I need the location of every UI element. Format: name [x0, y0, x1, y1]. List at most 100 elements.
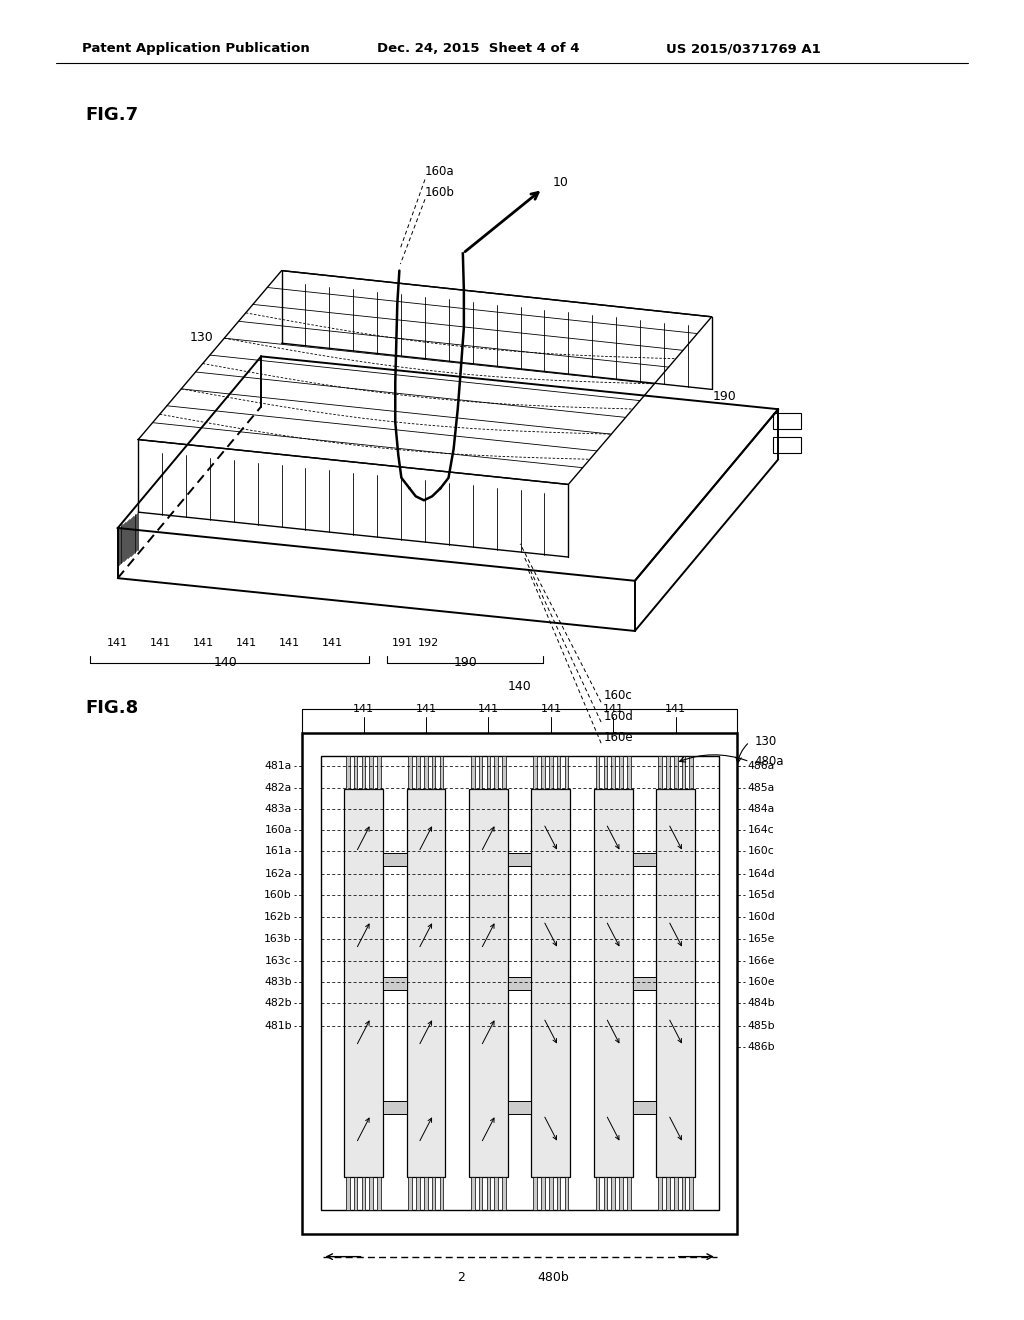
Text: 164c: 164c — [748, 825, 774, 836]
Text: 141: 141 — [108, 638, 128, 648]
Bar — [361, 1177, 366, 1210]
Bar — [557, 756, 560, 789]
Text: 141: 141 — [666, 704, 686, 714]
Bar — [549, 1177, 553, 1210]
Text: 160d: 160d — [748, 912, 775, 923]
Text: 482a: 482a — [264, 783, 292, 793]
Bar — [596, 1177, 599, 1210]
Bar — [534, 1177, 537, 1210]
Bar — [416, 1177, 420, 1210]
Bar — [627, 1177, 631, 1210]
Text: 192: 192 — [418, 638, 439, 648]
Bar — [471, 1177, 474, 1210]
Bar — [439, 756, 443, 789]
Text: 483a: 483a — [264, 804, 292, 814]
Text: 190: 190 — [454, 656, 478, 669]
Bar — [682, 756, 685, 789]
Bar — [674, 1177, 678, 1210]
Text: 481b: 481b — [264, 1020, 292, 1031]
Bar — [620, 1177, 623, 1210]
Text: 160c: 160c — [604, 689, 633, 702]
Text: 165d: 165d — [748, 890, 775, 900]
Bar — [439, 1177, 443, 1210]
Text: 130: 130 — [755, 735, 777, 748]
Text: 163c: 163c — [265, 956, 292, 966]
Bar — [633, 853, 656, 866]
Bar — [557, 1177, 560, 1210]
Bar — [346, 1177, 349, 1210]
Bar — [486, 756, 490, 789]
Text: 162a: 162a — [264, 869, 292, 879]
Bar — [354, 1177, 357, 1210]
Bar — [611, 1177, 615, 1210]
Bar — [469, 789, 508, 1177]
Text: 483b: 483b — [264, 977, 292, 987]
Text: 485a: 485a — [748, 783, 775, 793]
Bar — [541, 1177, 545, 1210]
Bar — [667, 756, 670, 789]
Text: FIG.7: FIG.7 — [85, 106, 138, 124]
Text: 190: 190 — [713, 389, 736, 403]
Text: 140: 140 — [213, 656, 238, 669]
Bar — [302, 733, 737, 1234]
Bar — [370, 1177, 373, 1210]
Text: 160a: 160a — [425, 165, 455, 178]
Bar — [370, 756, 373, 789]
Text: 141: 141 — [478, 704, 499, 714]
Text: 161a: 161a — [264, 846, 292, 857]
Text: 2: 2 — [457, 1271, 465, 1284]
Bar — [604, 1177, 607, 1210]
Text: 164d: 164d — [748, 869, 775, 879]
Bar — [611, 756, 615, 789]
Bar — [633, 977, 656, 990]
Text: 163b: 163b — [264, 933, 292, 944]
Text: 141: 141 — [603, 704, 624, 714]
Bar — [377, 1177, 381, 1210]
Text: 484b: 484b — [748, 998, 775, 1008]
Text: 481a: 481a — [264, 760, 292, 771]
Text: 160a: 160a — [264, 825, 292, 836]
Bar — [627, 756, 631, 789]
Bar — [604, 756, 607, 789]
Text: 141: 141 — [541, 704, 561, 714]
Bar — [424, 1177, 428, 1210]
Bar — [495, 1177, 498, 1210]
Text: US 2015/0371769 A1: US 2015/0371769 A1 — [666, 42, 820, 55]
Bar — [383, 853, 407, 866]
Bar — [596, 756, 599, 789]
Bar — [564, 1177, 568, 1210]
Bar — [689, 756, 693, 789]
Text: 141: 141 — [151, 638, 171, 648]
Bar — [424, 756, 428, 789]
Text: 480b: 480b — [537, 1271, 569, 1284]
Bar — [486, 1177, 490, 1210]
Bar — [658, 1177, 662, 1210]
Text: 141: 141 — [280, 638, 300, 648]
Text: 141: 141 — [323, 638, 343, 648]
Text: 160d: 160d — [604, 710, 634, 723]
Bar — [508, 977, 531, 990]
Bar — [479, 1177, 482, 1210]
Bar — [564, 756, 568, 789]
Text: Dec. 24, 2015  Sheet 4 of 4: Dec. 24, 2015 Sheet 4 of 4 — [377, 42, 580, 55]
Bar — [471, 756, 474, 789]
Text: 141: 141 — [237, 638, 257, 648]
Bar — [409, 756, 412, 789]
Text: 160b: 160b — [425, 186, 455, 199]
Text: 130: 130 — [189, 331, 213, 345]
Bar — [508, 853, 531, 866]
Bar — [656, 789, 695, 1177]
Text: 162b: 162b — [264, 912, 292, 923]
Text: 141: 141 — [353, 704, 374, 714]
Bar — [772, 413, 801, 429]
Bar — [531, 789, 570, 1177]
Text: 160c: 160c — [748, 846, 774, 857]
Text: 482b: 482b — [264, 998, 292, 1008]
Bar — [772, 437, 801, 453]
Bar — [377, 756, 381, 789]
Text: 10: 10 — [553, 176, 569, 189]
Text: 486b: 486b — [748, 1041, 775, 1052]
Bar — [495, 756, 498, 789]
Bar — [383, 977, 407, 990]
Text: 140: 140 — [507, 680, 531, 693]
